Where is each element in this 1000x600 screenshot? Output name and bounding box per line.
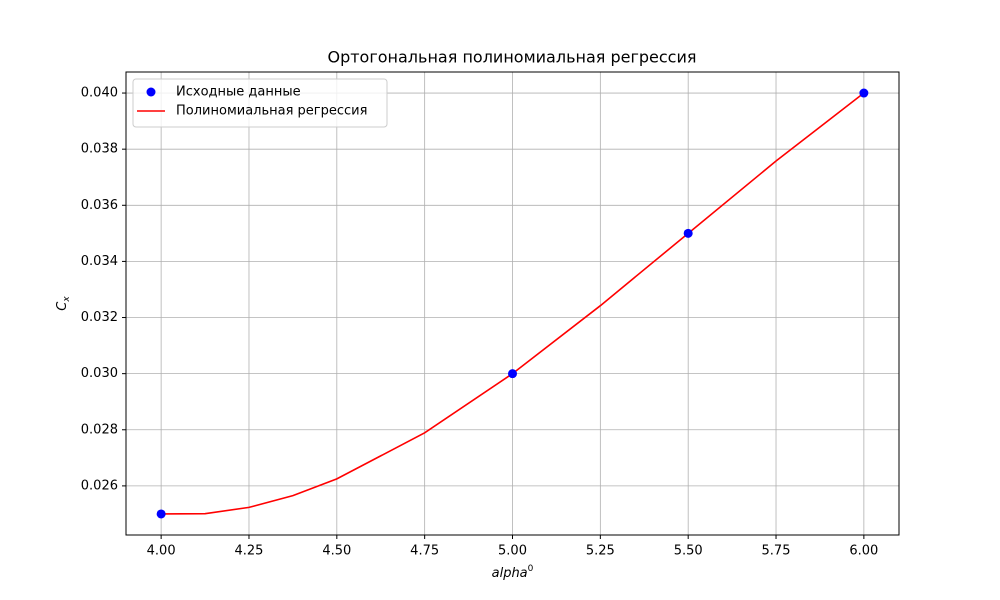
y-tick-label: 0.036	[81, 198, 118, 213]
legend-box	[132, 78, 388, 128]
legend-label: Полиномиальная регрессия	[176, 104, 367, 119]
y-tick-label: 0.034	[81, 254, 118, 269]
y-tick-label: 0.028	[81, 422, 118, 437]
x-tick-label: 5.25	[586, 544, 615, 559]
x-axis-label: alpha0	[492, 564, 534, 581]
data-point	[508, 369, 517, 379]
y-axis-label-main: C	[55, 301, 70, 311]
x-tick-label: 5.50	[674, 544, 703, 559]
x-tick-label: 5.75	[762, 544, 791, 559]
data-point	[683, 228, 693, 238]
y-tick-label: 0.040	[81, 86, 118, 101]
y-tick-label: 0.030	[81, 366, 118, 381]
y-tick-label: 0.032	[81, 310, 118, 325]
y-axis-label: Cx	[55, 296, 72, 311]
chart-title: Ортогональная полиномиальная регрессия	[327, 48, 696, 67]
x-axis-label-main: alpha	[492, 566, 528, 581]
legend-marker	[146, 87, 156, 97]
x-tick-label: 5.00	[498, 544, 527, 559]
plot-frame	[125, 71, 900, 536]
x-tick-label: 4.25	[235, 544, 264, 559]
x-axis-label-sup: 0	[528, 564, 534, 574]
regression-line	[161, 92, 865, 515]
x-tick-label: 6.00	[849, 544, 878, 559]
x-tick-label: 4.75	[410, 544, 439, 559]
data-point	[859, 88, 869, 98]
y-tick-label: 0.038	[81, 142, 118, 157]
data-point	[156, 509, 166, 519]
legend-label: Исходные данные	[176, 85, 301, 100]
y-tick-label: 0.026	[81, 478, 118, 493]
y-axis-label-sub: x	[62, 296, 72, 303]
x-tick-label: 4.00	[147, 544, 176, 559]
x-tick-label: 4.50	[322, 544, 351, 559]
